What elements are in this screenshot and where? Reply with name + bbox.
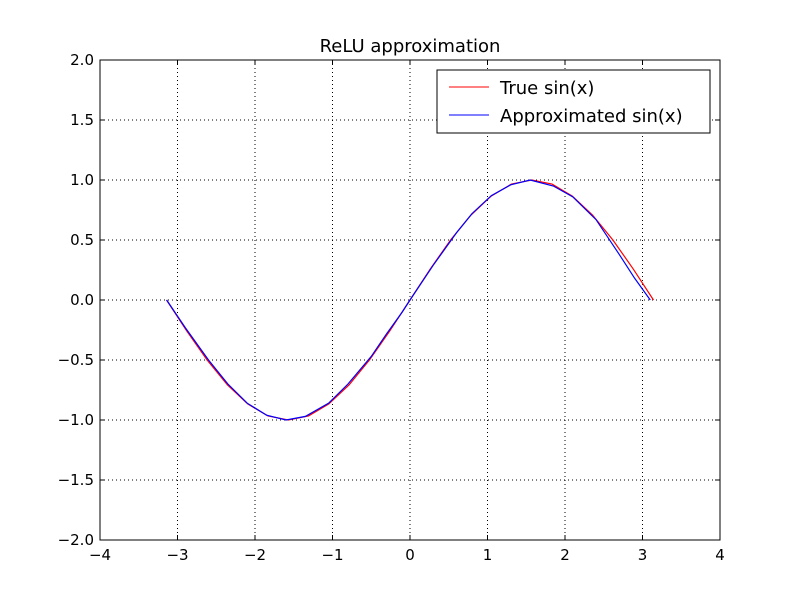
legend-label-true-sin: True sin(x) (499, 78, 594, 99)
y-tick-label: 0.0 (70, 291, 94, 309)
x-tick-label: 0 (405, 546, 415, 564)
y-tick-label: −0.5 (58, 351, 94, 369)
y-tick-label: 1.5 (70, 111, 94, 129)
y-tick-label: −1.5 (58, 471, 94, 489)
x-tick-label: 2 (560, 546, 570, 564)
legend: True sin(x) Approximated sin(x) (436, 69, 711, 134)
series-line-approx-sin (166, 179, 651, 421)
x-tick-label: −3 (166, 546, 188, 564)
x-tick-label: 4 (715, 546, 725, 564)
series-lines (166, 179, 654, 421)
x-tick-label: 1 (483, 546, 493, 564)
x-tick-label: −1 (321, 546, 343, 564)
axis-ticks: −4 −3 −2 −1 0 1 2 3 4 −2.0 −1.5 −1.0 −0.5 0.0 0.5 1.0 1.… (58, 51, 725, 564)
legend-label-approx-sin: Approximated sin(x) (500, 106, 683, 127)
x-tick-label: 3 (638, 546, 648, 564)
y-tick-label: −1.0 (58, 411, 94, 429)
y-tick-label: −2.0 (58, 531, 94, 549)
y-tick-label: 2.0 (70, 51, 94, 69)
x-tick-label: −4 (89, 546, 111, 564)
legend-box (436, 69, 711, 134)
y-tick-label: 1.0 (70, 171, 94, 189)
x-tick-label: −2 (244, 546, 266, 564)
y-tick-label: 0.5 (70, 231, 94, 249)
chart-title: ReLU approximation (320, 36, 501, 57)
